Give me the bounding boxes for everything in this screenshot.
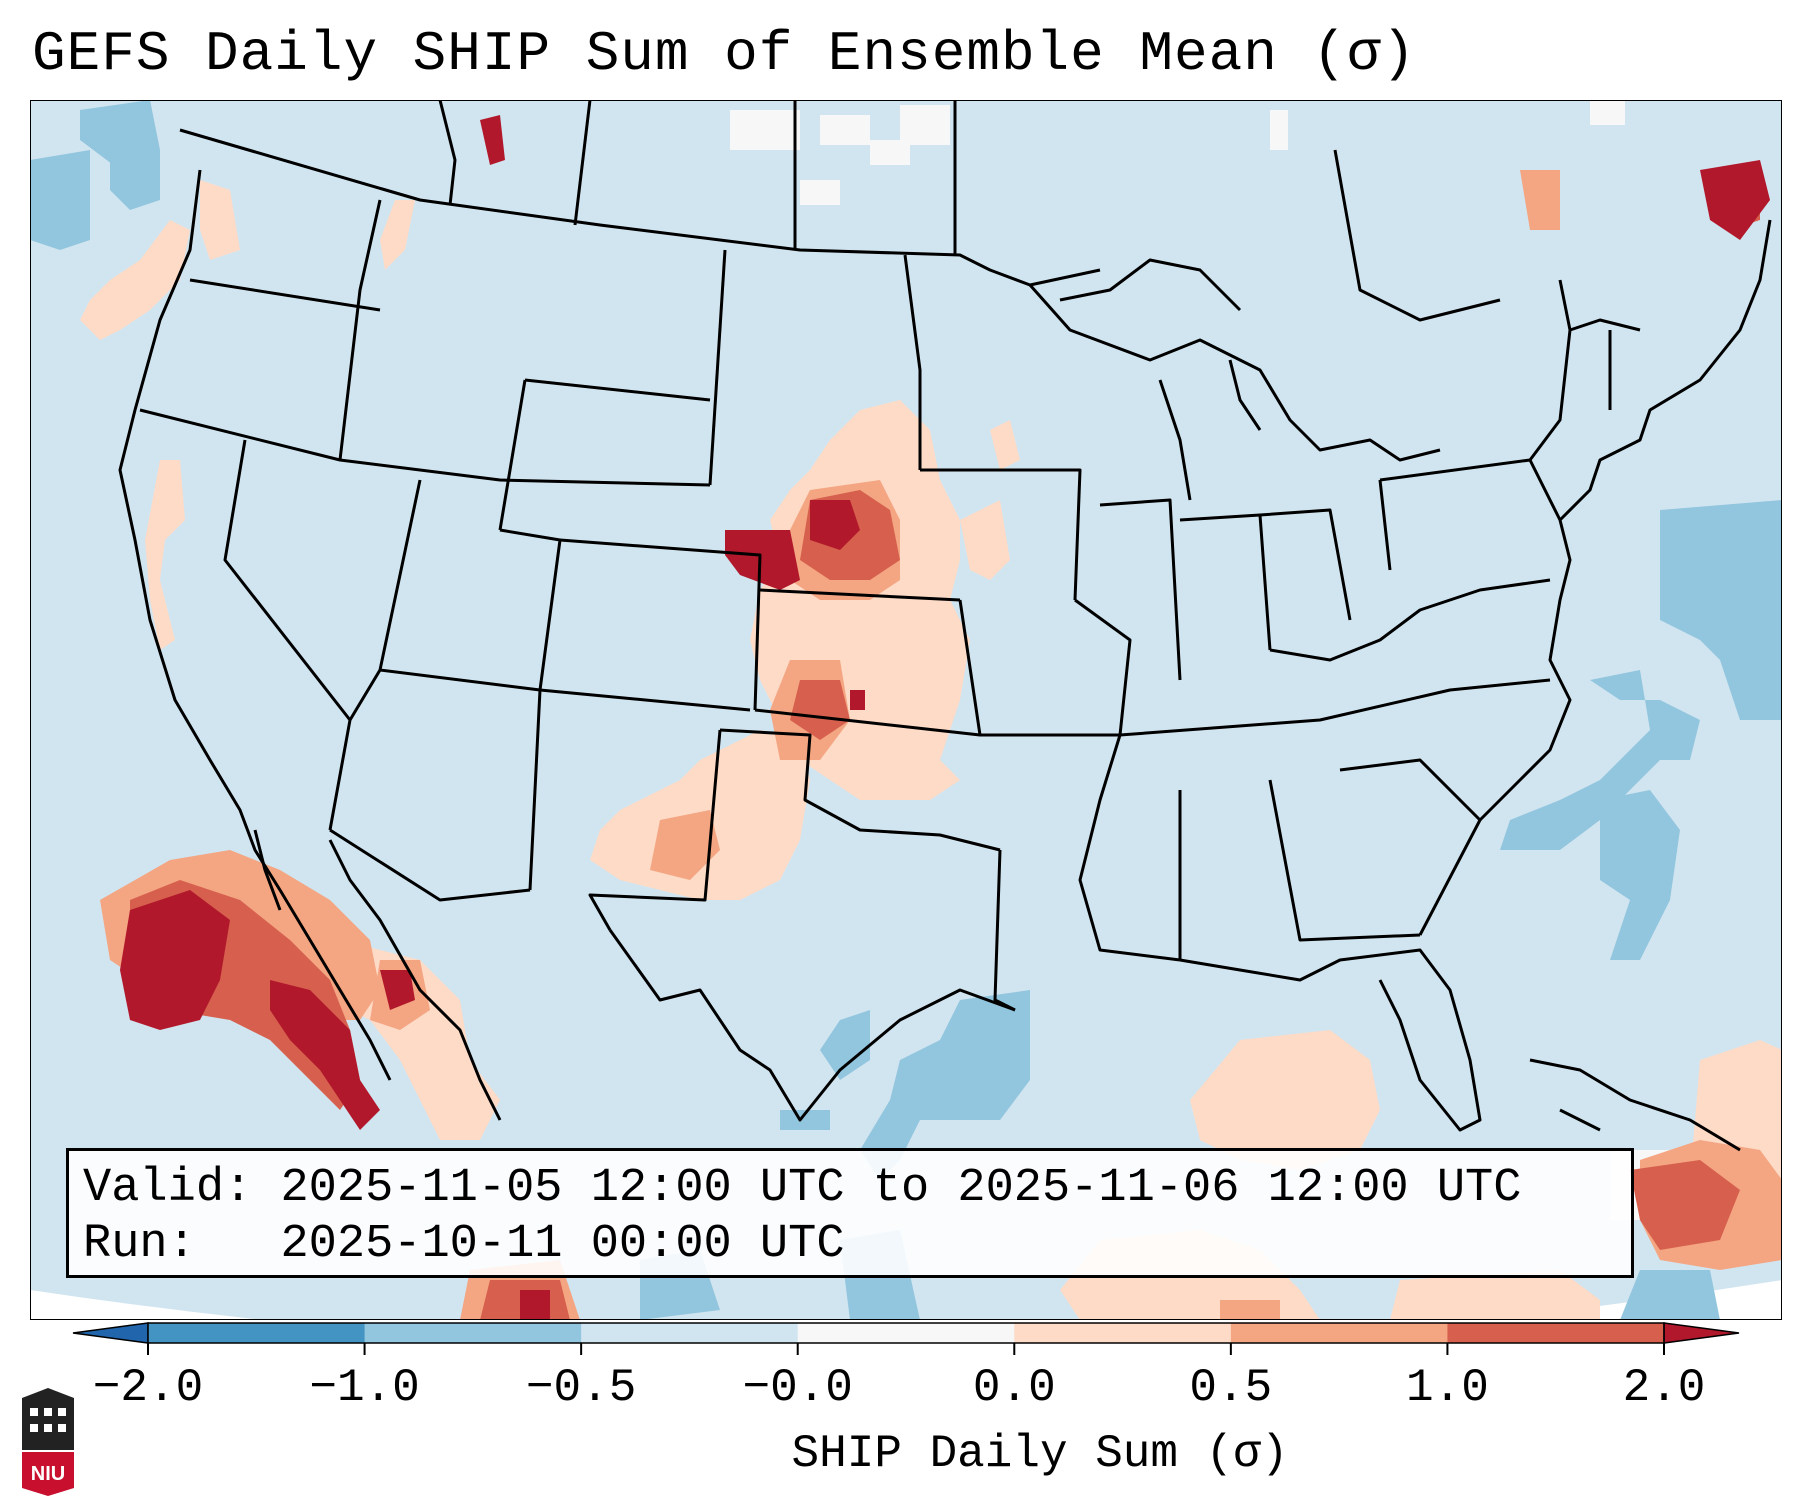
run-line: Run: 2025-10-11 00:00 UTC [83,1217,1631,1273]
colorbar-bin [797,1323,1015,1343]
valid-line: Valid: 2025-11-05 12:00 UTC to 2025-11-0… [83,1161,1631,1217]
colorbar-tick-label: 0.5 [1189,1362,1273,1414]
colorbar-tick-label: −2.0 [92,1362,204,1414]
colorbar-bin [148,1323,366,1343]
valid-label: Valid: [83,1162,253,1215]
colorbar-tick-label: 0.0 [972,1362,1056,1414]
colorbar-bin [1447,1323,1665,1343]
boundary-lines [118,100,1772,1152]
niu-logo-text: NIU [31,1463,65,1485]
colorbar-tick-label: −1.0 [309,1362,420,1414]
colorbar-extend-low [72,1322,149,1344]
colorbar-bin [1014,1323,1232,1343]
colorbar-outline [147,1322,1665,1344]
colorbar-bin [581,1323,799,1343]
colorbar-tick-label: 2.0 [1622,1362,1706,1414]
run-value: 2025-10-11 00:00 UTC [280,1218,845,1271]
colorbar-extend-high [1663,1322,1740,1344]
colorbar [72,1322,1740,1355]
projection-edge [30,1280,1782,1320]
valid-value: 2025-11-05 12:00 UTC to 2025-11-06 12:00… [280,1162,1522,1215]
map-area [30,100,1782,1320]
negative-anomaly-patches [30,100,1782,1320]
very-strong-positive-patches [120,115,1770,1320]
colorbar-tick-label: 1.0 [1406,1362,1489,1414]
niu-logo: NIU [22,1388,74,1496]
map-title: GEFS Daily SHIP Sum of Ensemble Mean (σ) [32,22,1417,86]
run-label: Run: [83,1218,196,1271]
colorbar-tick-label: −0.0 [742,1362,853,1414]
valid-run-info-box: Valid: 2025-11-05 12:00 UTC to 2025-11-0… [66,1148,1634,1278]
colorbar-tick-label: −0.5 [525,1362,637,1414]
colorbar-bin [364,1323,582,1343]
colorbar-bin [1230,1323,1448,1343]
colorbar-label: SHIP Daily Sum (σ) [791,1428,1289,1480]
